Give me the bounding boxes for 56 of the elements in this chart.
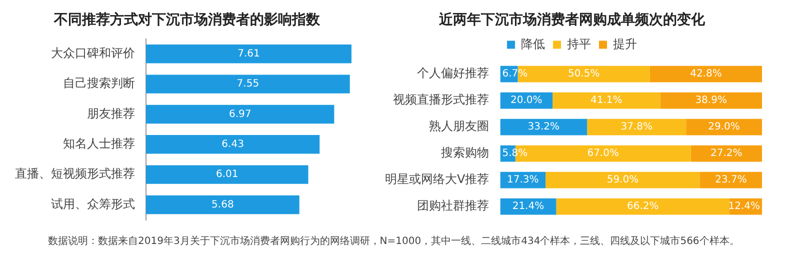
- text: 数据说明：数据来自2019年3月关于下沉市场消费者网购行为的网络调研，N=1000，其中一线、二线城市434个样本，三线、四线及以下城市566个样本。: [47, 234, 740, 248]
- data-label: 20.0%: [510, 95, 542, 106]
- legend-label: 提升: [613, 36, 637, 51]
- bar: [650, 66, 762, 82]
- chart-title: 不同推荐方式对下沉市场消费者的影响指数: [53, 11, 321, 28]
- y-tick-label: 朋友推荐: [87, 106, 135, 120]
- data-label: 21.4%: [512, 201, 544, 212]
- bar: [146, 104, 334, 124]
- data-label: 7.61: [238, 48, 260, 60]
- y-tick-label: 大众口碑和评价: [51, 46, 135, 60]
- data-label: 33.2%: [528, 122, 560, 133]
- y-tick-label: 直播、短视频形式推荐: [15, 166, 135, 181]
- bar: [146, 135, 320, 154]
- data-label: 66.2%: [626, 201, 659, 212]
- legend-label: 降低: [521, 36, 545, 51]
- data-label: 12.4%: [728, 201, 760, 212]
- data-label: 50.5%: [568, 68, 600, 80]
- data-label: 6.43: [222, 138, 244, 150]
- legend-label: 持平: [567, 36, 591, 51]
- data-label: 5.68: [212, 199, 234, 210]
- data-label: 7.55: [236, 78, 260, 90]
- data-label: 6.97: [228, 108, 252, 120]
- data-label: 41.1%: [590, 95, 622, 106]
- bar: [146, 165, 308, 184]
- data-label: 17.3%: [506, 174, 539, 186]
- y-tick-label: 视频直播形式推荐: [393, 92, 490, 107]
- bar: [587, 118, 686, 136]
- data-label: 37.8%: [620, 122, 652, 133]
- bar: [146, 74, 350, 94]
- data-label: 38.9%: [695, 95, 727, 106]
- bar: [556, 198, 730, 215]
- bar: [686, 118, 762, 136]
- y-tick-label: 明星或网络大V推荐: [384, 172, 490, 186]
- data-label: 23.7%: [715, 174, 747, 186]
- bar: [146, 195, 300, 214]
- y-tick-label: 个人偏好推荐: [417, 66, 490, 80]
- y-tick-label: 知名人士推荐: [63, 136, 135, 151]
- bar: [552, 92, 660, 109]
- bar: [690, 145, 762, 162]
- y-tick-label: 试用、众筹形式: [51, 196, 135, 211]
- y-tick-label: 自己搜索判断: [63, 76, 135, 90]
- data-label: 67.0%: [587, 148, 619, 160]
- bar: [660, 92, 762, 109]
- data-label: 27.2%: [710, 148, 742, 160]
- y-tick-label: 团购社群推荐: [417, 198, 490, 213]
- chart-title: 近两年下沉市场消费者网购成单频次的变化: [438, 11, 706, 28]
- y-tick-label: 熟人朋友圈: [429, 119, 490, 134]
- bar: [546, 172, 700, 188]
- bar: [146, 44, 352, 64]
- data-label: 59.0%: [606, 174, 639, 186]
- y-tick-label: 搜索购物: [441, 146, 490, 160]
- bar: [500, 118, 588, 136]
- data-label: 29.0%: [708, 122, 740, 133]
- bar: [700, 172, 762, 188]
- data-label: 42.8%: [690, 68, 722, 80]
- data-label: 6.01: [216, 169, 238, 180]
